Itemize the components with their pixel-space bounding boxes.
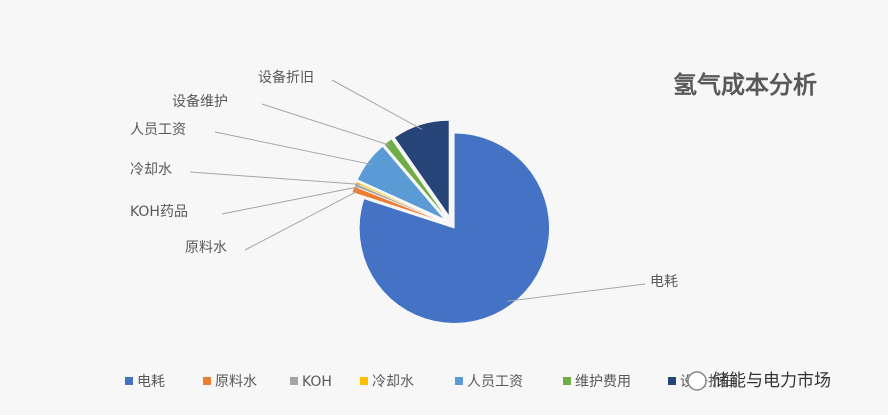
legend: 电耗 原料水 KOH 冷却水 人员工资 维护费用 设备折旧	[125, 373, 736, 390]
slice-label: 原料水	[185, 240, 227, 256]
watermark: 储能与电力市场	[687, 371, 831, 391]
pie	[351, 120, 550, 324]
watermark-text: 储能与电力市场	[712, 371, 831, 391]
legend-label: 人员工资	[467, 374, 523, 390]
pie-slice	[394, 120, 450, 217]
legend-label: 维护费用	[575, 374, 631, 390]
legend-swatch	[203, 377, 211, 385]
leader-line	[214, 131, 373, 166]
legend-swatch	[455, 377, 463, 385]
legend-swatch	[668, 377, 676, 385]
slice-label: 设备维护	[172, 93, 228, 110]
leader-line	[244, 190, 358, 251]
slice-label: KOH药品	[130, 204, 188, 220]
slice-label: 电耗	[650, 274, 678, 290]
pie-slice	[357, 146, 445, 220]
legend-swatch	[563, 377, 571, 385]
pie-slice	[354, 183, 443, 222]
chart-title: 氢气成本分析	[673, 71, 817, 99]
leader-line	[189, 171, 361, 185]
leader-line	[507, 283, 646, 302]
slice-label: 人员工资	[130, 122, 186, 138]
legend-swatch	[125, 377, 133, 385]
legend-label: KOH	[302, 374, 332, 390]
pie-slice	[359, 132, 550, 324]
slice-labels: 电耗 原料水 KOH药品 冷却水 人员工资 设备维护 设备折旧	[130, 69, 678, 302]
slice-label: 冷却水	[130, 162, 172, 178]
legend-label: 冷却水	[372, 374, 414, 390]
pie-slice	[384, 138, 447, 218]
pie-slice	[355, 181, 443, 222]
leader-line	[261, 103, 391, 147]
leader-line	[221, 186, 360, 215]
legend-label: 原料水	[215, 374, 257, 390]
slice-label: 设备折旧	[258, 69, 314, 86]
legend-label: 电耗	[137, 374, 165, 390]
watermark-icon	[687, 371, 707, 391]
legend-swatch	[290, 377, 298, 385]
leader-line	[331, 79, 423, 130]
pie-slice	[351, 186, 443, 222]
legend-swatch	[360, 377, 368, 385]
